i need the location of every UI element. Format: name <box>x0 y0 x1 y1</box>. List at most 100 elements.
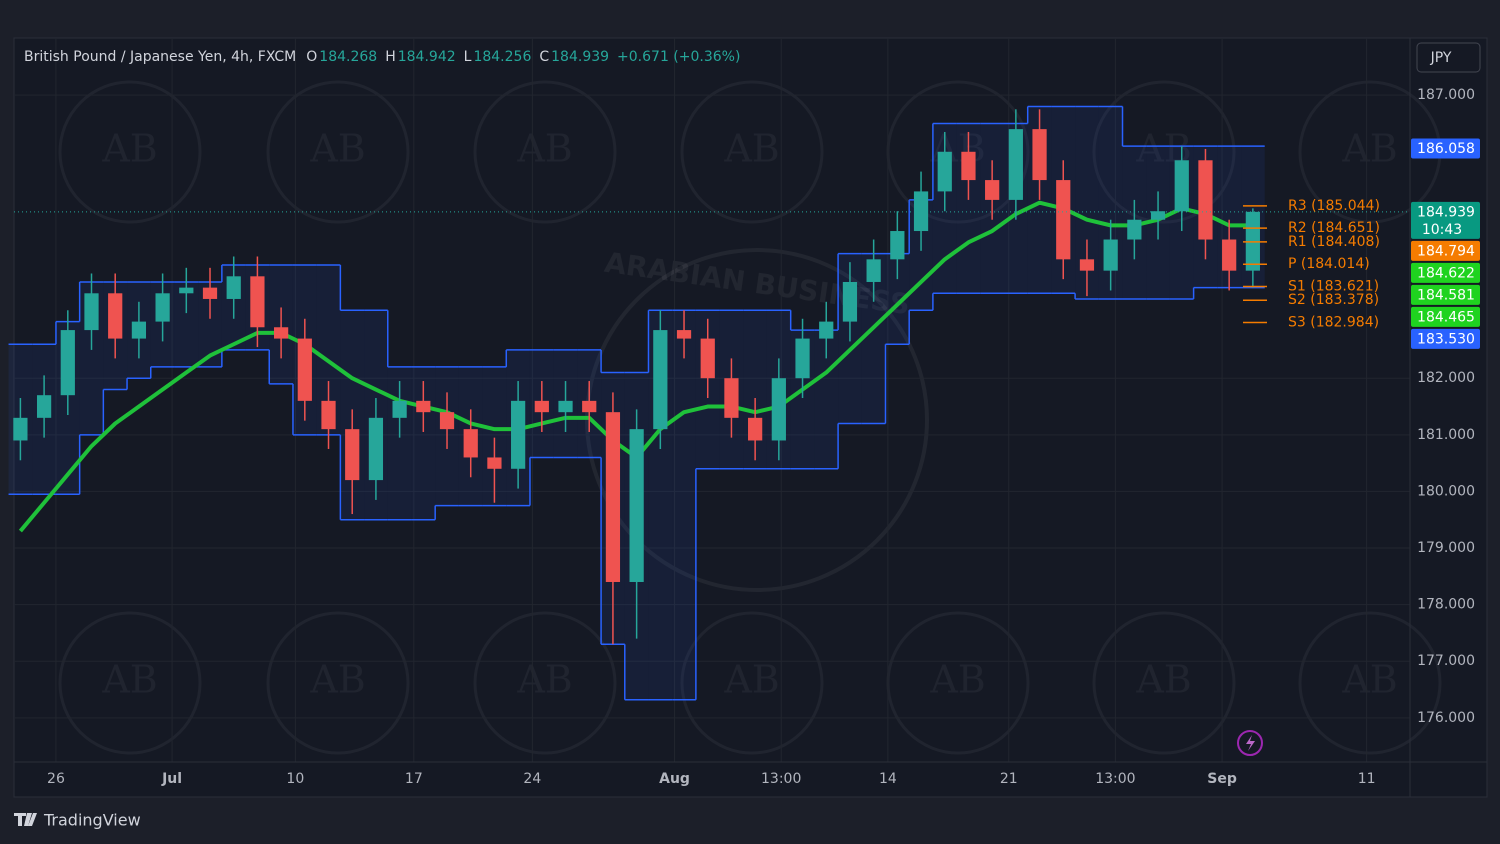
candle-body <box>558 400 573 413</box>
price-marker <box>1411 138 1480 159</box>
candle-body <box>297 338 312 401</box>
channel-fill <box>861 253 886 424</box>
candle-body <box>771 378 786 441</box>
price-marker-label: 184.581 <box>1417 287 1475 303</box>
candle-body <box>274 327 289 339</box>
channel-fill <box>672 310 696 700</box>
candle-body <box>368 417 384 481</box>
candle-body <box>439 412 455 430</box>
x-tick-label: Sep <box>1207 771 1237 787</box>
x-tick-label: 17 <box>405 771 423 787</box>
watermark-ring <box>1092 80 1236 224</box>
candle-body <box>724 378 739 418</box>
candle-body <box>226 276 241 299</box>
channel-fill <box>198 281 222 367</box>
header-text: H <box>385 49 396 65</box>
candle-body <box>36 395 52 418</box>
candle-body <box>416 400 431 413</box>
candle-body <box>534 400 549 413</box>
candle-body <box>913 191 929 232</box>
candle-body <box>700 338 715 379</box>
candle-body <box>961 151 976 181</box>
candle-body <box>985 180 1000 200</box>
header-text: +0.671 (+0.36%) <box>617 49 740 65</box>
header-text: O <box>306 49 317 65</box>
x-tick-label: 10 <box>286 771 304 787</box>
price-marker <box>1411 284 1480 305</box>
candle-body <box>202 287 218 299</box>
candle-body <box>487 457 502 469</box>
header-text: 184.268 <box>319 49 377 65</box>
y-tick-label: 177.000 <box>1417 653 1475 669</box>
currency-button[interactable] <box>1416 42 1481 73</box>
header-text: C <box>539 49 549 65</box>
channel-fill <box>482 366 507 506</box>
watermark-text: AB <box>101 127 157 171</box>
watermark-text: AB <box>1135 658 1191 702</box>
watermark-ring <box>1298 611 1442 755</box>
y-tick-label: 176.000 <box>1417 710 1475 726</box>
x-tick-label: 11 <box>1358 771 1376 787</box>
header-text: L <box>464 49 472 65</box>
price-marker <box>1411 201 1480 239</box>
candle-body <box>84 293 99 331</box>
candle-body <box>179 287 194 294</box>
candle-body <box>321 400 336 430</box>
pivot-label: R3 (185.044) <box>1288 198 1380 214</box>
watermark-ring <box>680 80 824 224</box>
pivot-label: S1 (183.621) <box>1288 278 1379 294</box>
y-tick-label: 181.000 <box>1417 427 1475 443</box>
candle-body <box>1174 160 1189 212</box>
watermark-text: AB <box>516 658 572 702</box>
candle-body <box>1198 160 1213 240</box>
price-marker-label: 184.939 <box>1417 204 1475 220</box>
price-marker-label: 184.622 <box>1417 265 1475 281</box>
header-text: British Pound / Japanese Yen, 4h, FXCM <box>24 49 296 65</box>
channel-fill <box>316 264 341 435</box>
candle-body <box>1127 219 1142 240</box>
candle-body <box>1056 180 1071 260</box>
candle-body <box>60 330 75 396</box>
watermark-ring <box>266 80 410 224</box>
currency-label[interactable]: JPY <box>1430 50 1452 66</box>
candle-body <box>629 429 644 582</box>
pivot-label: S3 (182.984) <box>1288 315 1379 331</box>
alert-bolt <box>1246 735 1255 751</box>
y-tick-label: 180.000 <box>1417 483 1475 499</box>
price-marker-label: 183.530 <box>1417 331 1475 347</box>
candle-body <box>842 281 858 322</box>
watermark-text: AB <box>309 127 365 171</box>
watermark-text: AB <box>929 658 985 702</box>
axes: 187.000 182.000 181.000 180.000 179.000 178.0… <box>47 87 1475 787</box>
price-marker <box>1411 306 1480 327</box>
watermark-ring <box>1092 611 1236 755</box>
watermark-ring <box>58 611 202 755</box>
candle-body <box>1008 129 1023 200</box>
candle-body <box>605 412 621 582</box>
price-marker-label: 184.465 <box>1417 309 1475 325</box>
candle-body <box>582 400 597 413</box>
price-marker-label: 184.794 <box>1417 243 1475 259</box>
x-tick-label: Aug <box>659 771 690 787</box>
candle-body <box>866 259 881 282</box>
pivot-label: P (184.014) <box>1288 256 1370 272</box>
y-tick-label: 179.000 <box>1417 540 1475 556</box>
chart-panel <box>13 37 1488 798</box>
channel-fill <box>1075 106 1099 299</box>
alert-icon[interactable] <box>1237 730 1263 756</box>
watermark-text: AB <box>723 658 779 702</box>
header-text: 184.942 <box>398 49 456 65</box>
candle-body <box>511 400 526 469</box>
brand-name: TradingView <box>43 811 141 830</box>
candle-body <box>1222 239 1237 271</box>
watermark-ring <box>473 611 617 755</box>
pivot-label: R2 (184.651) <box>1288 220 1380 236</box>
y-tick-label: 187.000 <box>1417 87 1475 103</box>
watermark-ring <box>473 80 617 224</box>
x-tick-label: 14 <box>879 771 897 787</box>
candle-body <box>155 293 170 322</box>
channel-fill <box>174 281 199 367</box>
price-marker <box>1411 328 1480 349</box>
